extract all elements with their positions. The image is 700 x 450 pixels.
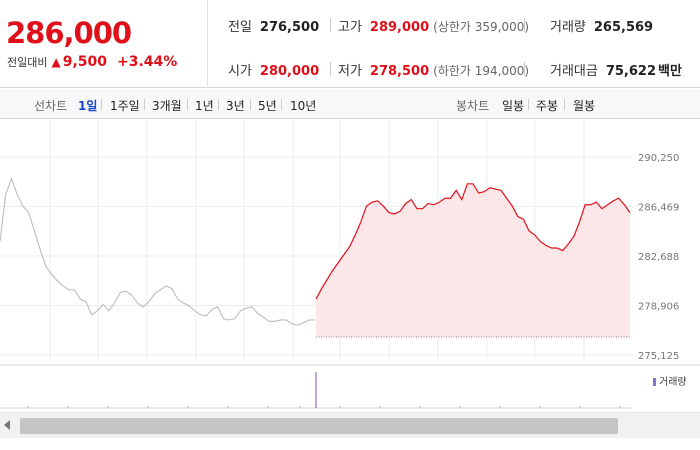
candle-weekly[interactable]: 주봉 [536,99,559,113]
stat-volume: 거래량 265,569 [550,16,653,35]
divider [250,99,251,110]
series-line-today [315,183,631,300]
candle-daily[interactable]: 일봉 [502,99,525,113]
scroll-thumb[interactable] [20,418,618,434]
series-area-today [316,183,630,337]
stat-value: 265,569 [593,20,654,35]
stat-label: 거래량 [550,20,586,35]
stat-value: 280,000 [259,64,320,79]
chart-scrollbar[interactable] [0,412,700,438]
change-percent: +3.44% [117,54,178,70]
stat-value: 276,500 [259,20,320,35]
current-price-box: 286,000 전일대비 ▲ 9,500 +3.44% [0,0,208,88]
change-value: 9,500 [62,54,108,70]
stat-high: 고가 289,000 (상한가 359,000) [338,16,529,35]
line-chart-label: 선차트 [34,99,68,113]
upper-limit: (상한가 359,000) [433,20,530,34]
stat-label: 거래대금 [550,64,598,79]
chart-series [0,176,631,338]
divider [218,99,219,110]
current-price: 286,000 [6,16,132,50]
lower-limit: (하한가 194,000) [433,64,530,78]
triangle-up-icon: ▲ [51,55,61,69]
divider [187,99,188,110]
change-label: 전일대비 [7,56,48,69]
divider [330,18,331,32]
chart-grid [0,120,632,360]
period-1d[interactable]: 1일 [78,99,98,113]
candle-chart-label: 봉차트 [456,99,490,113]
stat-value: 75,622 [605,64,657,79]
volume-swatch [653,378,656,386]
stat-value: 289,000 [369,20,430,35]
divider [528,99,529,110]
scroll-left-icon[interactable] [4,420,10,430]
y-tick-label: 278,906 [638,302,679,313]
stat-open: 시가 280,000 [228,60,319,79]
divider [144,99,145,110]
series-line-previous [0,176,315,326]
y-tick-label: 286,469 [638,202,679,213]
period-3m[interactable]: 3개월 [152,99,182,113]
period-5y[interactable]: 5년 [258,99,277,113]
stat-label: 시가 [228,64,252,79]
divider [330,62,331,76]
stat-amount: 거래대금 75,622 백만 [550,60,682,79]
stat-low: 저가 278,500 (하한가 194,000) [338,60,529,79]
divider [524,62,525,76]
volume-legend-label: 거래량 [659,377,687,388]
y-tick-label: 275,125 [638,351,679,362]
divider [564,99,565,110]
stat-label: 고가 [338,20,362,35]
y-tick-label: 290,250 [638,153,679,164]
candle-monthly[interactable]: 월봉 [573,99,596,113]
stat-unit: 백만 [658,64,682,79]
divider [101,99,102,110]
divider [524,18,525,32]
stat-prev-close: 전일 276,500 [228,16,319,35]
price-change: 전일대비 ▲ 9,500 +3.44% [7,54,177,70]
period-10y[interactable]: 10년 [290,99,317,113]
stat-label: 저가 [338,64,362,79]
y-axis: 290,250 286,469 282,688 278,906 275,125 [638,153,679,362]
period-1w[interactable]: 1주일 [110,99,140,113]
volume-panel [0,364,700,409]
period-3y[interactable]: 3년 [226,99,245,113]
stat-label: 전일 [228,20,252,35]
divider [281,99,282,110]
volume-legend: 거래량 [653,373,687,388]
price-chart[interactable]: 290,250 286,469 282,688 278,906 275,125 [0,120,700,410]
stat-value: 278,500 [369,64,430,79]
quote-summary: 286,000 전일대비 ▲ 9,500 +3.44% 전일 276,500 고… [0,0,700,88]
chart-toolbar: 선차트 1일 1주일 3개월 1년 3년 5년 10년 봉차트 일봉 주봉 월봉 [0,89,700,119]
period-1y[interactable]: 1년 [195,99,214,113]
y-tick-label: 282,688 [638,252,679,263]
